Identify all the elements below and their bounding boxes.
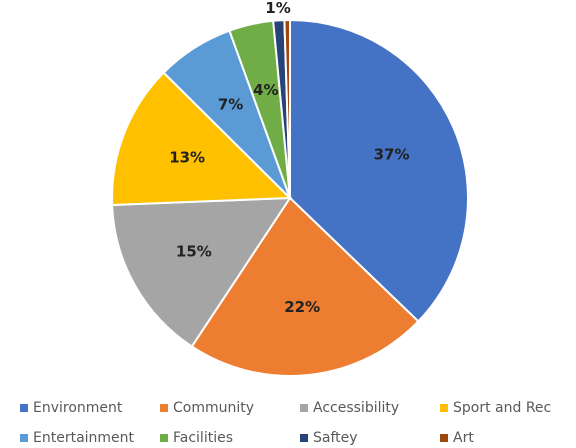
data-label: 22%	[284, 298, 320, 316]
legend-swatch	[20, 404, 28, 412]
pie-slice	[283, 18, 291, 199]
data-label: 37%	[374, 145, 410, 163]
legend-label: Entertainment	[33, 430, 135, 446]
pie-slice	[111, 196, 292, 348]
data-label: 7%	[218, 95, 243, 113]
legend-swatch	[300, 434, 308, 442]
data-label: 15%	[176, 243, 212, 261]
legend-label: Environment	[33, 400, 123, 416]
legend-swatch	[160, 434, 168, 442]
legend-label: Sport and Rec	[453, 400, 551, 416]
legend-swatch	[440, 434, 448, 442]
legend-swatch	[440, 404, 448, 412]
legend-label: Community	[173, 400, 254, 416]
pie-slice	[111, 71, 293, 207]
legend-swatch	[20, 434, 28, 442]
legend-label: Facilities	[173, 430, 233, 446]
data-label: 4%	[253, 81, 278, 99]
legend-swatch	[300, 404, 308, 412]
pie-slice	[190, 196, 420, 377]
data-label: 1%	[265, 0, 290, 17]
legend-swatch	[160, 404, 168, 412]
legend-label: Accessibility	[313, 400, 399, 416]
pie-slice	[289, 18, 469, 323]
legend-label: Art	[453, 430, 474, 446]
legend-label: Saftey	[313, 430, 358, 446]
data-label: 13%	[169, 148, 205, 166]
